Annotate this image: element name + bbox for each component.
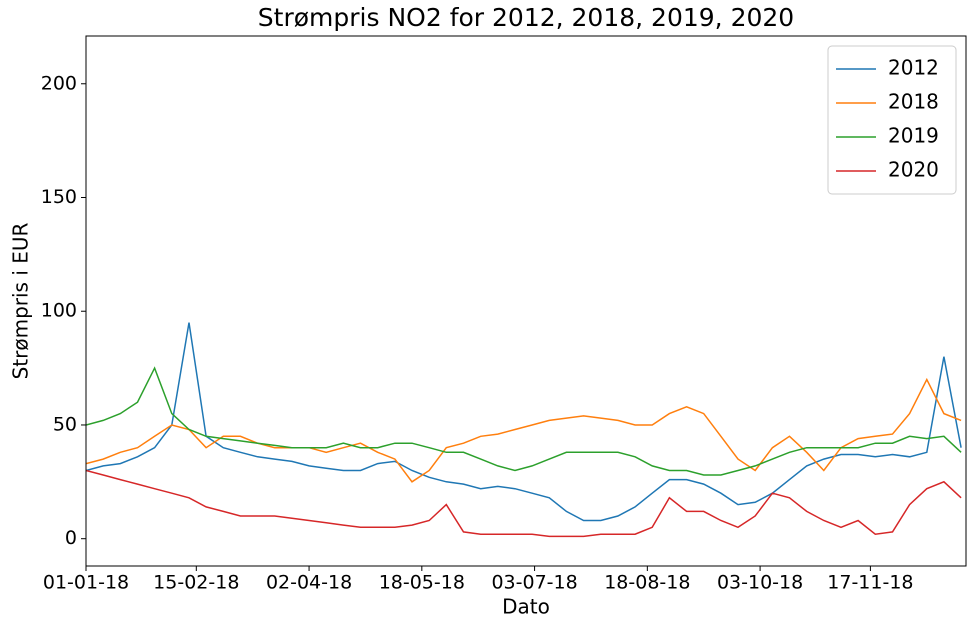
x-tick-label: 17-11-18 xyxy=(827,572,913,594)
y-tick-label: 100 xyxy=(41,300,77,322)
x-tick-label: 03-10-18 xyxy=(717,572,803,594)
legend-label: 2019 xyxy=(888,124,939,148)
plot-area xyxy=(86,322,962,538)
x-axis-label: Dato xyxy=(502,595,550,619)
y-axis-label: Strømpris i EUR xyxy=(9,222,33,379)
x-tick-label: 18-05-18 xyxy=(379,572,465,594)
y-tick-label: 150 xyxy=(41,186,77,208)
x-tick-label: 02-04-18 xyxy=(266,572,352,594)
series-line xyxy=(86,366,962,476)
series-line xyxy=(86,322,962,522)
legend-label: 2018 xyxy=(888,90,939,114)
series-line xyxy=(86,377,962,483)
legend-label: 2012 xyxy=(888,56,939,80)
x-tick-label: 03-07-18 xyxy=(491,572,577,594)
legend-box xyxy=(827,45,957,195)
series-line xyxy=(86,469,962,538)
y-tick-label: 200 xyxy=(41,72,77,94)
legend-label: 2020 xyxy=(888,158,939,182)
plot-frame xyxy=(85,35,967,567)
x-tick-label: 18-08-18 xyxy=(604,572,690,594)
y-tick-label: 50 xyxy=(53,413,77,435)
x-tick-label: 15-02-18 xyxy=(153,572,239,594)
y-tick-label: 0 xyxy=(65,527,77,549)
chart-title: Strømpris NO2 for 2012, 2018, 2019, 2020 xyxy=(258,3,794,32)
x-tick-label: 01-01-18 xyxy=(43,572,129,594)
